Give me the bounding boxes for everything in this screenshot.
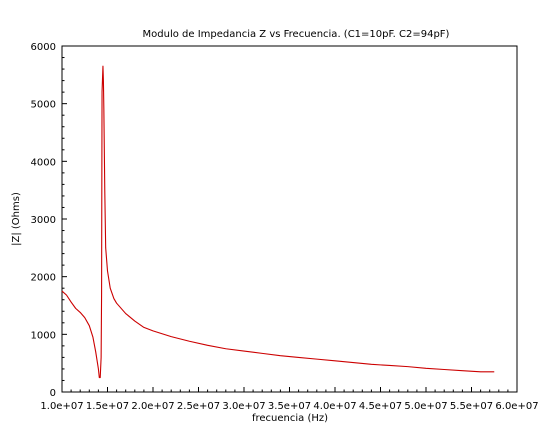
y-tick-label: 5000 [31, 100, 56, 111]
series-layer [61, 65, 495, 379]
x-tick-label: 4.5e+07 [359, 401, 402, 412]
y-tick-label: 6000 [31, 42, 56, 53]
x-tick-label: 1.5e+07 [86, 401, 129, 412]
series-line-impedance [61, 65, 495, 379]
y-axis-label: |Z| (Ohms) [11, 192, 22, 246]
x-tick-label: 2.0e+07 [131, 401, 174, 412]
y-tick-label: 2000 [31, 273, 56, 284]
x-axis-label: frecuencia (Hz) [252, 413, 328, 424]
x-tick-label: 6.0e+07 [495, 401, 538, 412]
x-tick-label: 1.0e+07 [40, 401, 83, 412]
y-tick-label: 3000 [31, 215, 56, 226]
x-tick-label: 3.0e+07 [222, 401, 265, 412]
y-tick-label: 1000 [31, 330, 56, 341]
y-axis-ticks: 0 1000 2000 3000 4000 5000 6000 [31, 42, 67, 399]
x-tick-label: 4.0e+07 [313, 401, 356, 412]
chart-title: Modulo de Impedancia Z vs Frecuencia. (C… [143, 29, 450, 40]
y-tick-label: 0 [50, 388, 56, 399]
x-axis-ticks: 1.0e+07 1.5e+07 2.0e+07 2.5e+07 3.0e+07 3.5e+… [40, 387, 539, 412]
y-tick-label: 4000 [31, 157, 56, 168]
plot-frame [61, 45, 518, 393]
x-tick-label: 2.5e+07 [177, 401, 220, 412]
x-tick-label: 3.5e+07 [268, 401, 311, 412]
x-tick-label: 5.0e+07 [404, 401, 447, 412]
x-tick-label: 5.5e+07 [450, 401, 493, 412]
